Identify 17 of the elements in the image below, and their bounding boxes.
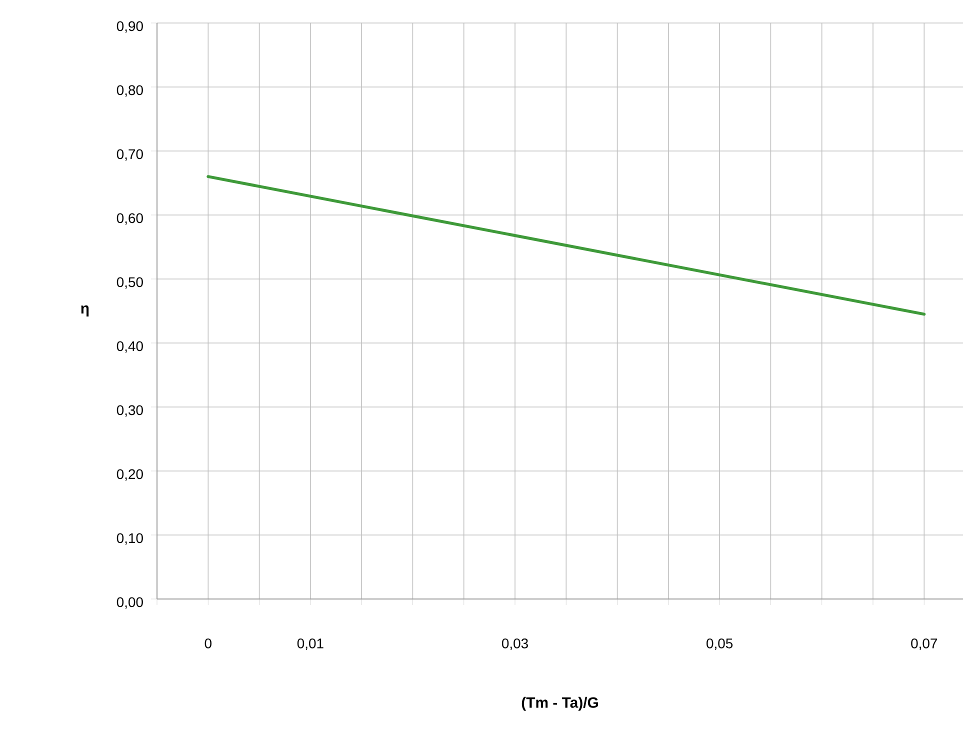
y-tick-label: 0,00 — [116, 597, 143, 609]
y-tick-label: 0,30 — [116, 405, 143, 417]
y-tick-label: 0,60 — [116, 213, 143, 225]
x-axis-title: (Tm - Ta)/G — [522, 696, 598, 711]
y-tick-label: 0,80 — [116, 85, 143, 97]
y-tick-label: 0,70 — [116, 149, 143, 161]
y-tick-label: 0,40 — [116, 341, 143, 353]
x-tick-label: 0,05 — [706, 638, 733, 650]
x-tick-label: 0,07 — [911, 638, 938, 650]
y-tick-label: 0,10 — [116, 533, 143, 545]
y-tick-label: 0,20 — [116, 469, 143, 481]
x-tick-label: 0 — [204, 638, 212, 648]
x-tick-label: 0,01 — [297, 638, 324, 650]
y-axis-title: η — [81, 305, 89, 317]
x-tick-label: 0,03 — [502, 638, 528, 650]
y-tick-label: 0,50 — [116, 277, 143, 289]
y-tick-label: 0,90 — [116, 21, 143, 33]
